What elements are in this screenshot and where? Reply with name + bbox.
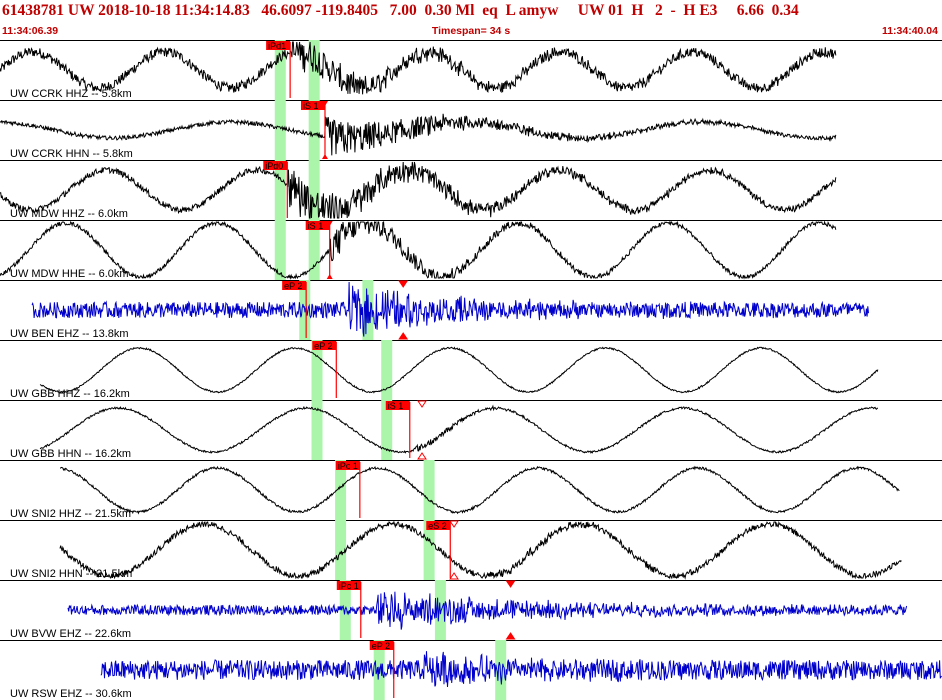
waveform <box>39 346 879 394</box>
pick-window-1 <box>381 340 393 400</box>
pick-label: iS 1 <box>388 401 404 411</box>
header: 61438781 UW 2018-10-18 11:34:14.83 46.60… <box>0 0 942 40</box>
waveform <box>0 220 837 280</box>
pick-flag[interactable] <box>300 101 325 110</box>
pick-window-1 <box>308 100 320 160</box>
pick-marker-bottom[interactable] <box>326 274 333 279</box>
trace-label: UW SNI2 HHZ -- 21.5km <box>10 508 131 520</box>
trace-label: UW BVW EHZ -- 22.6km <box>10 628 131 640</box>
pick-marker-bottom[interactable] <box>398 332 409 340</box>
trace-label: UW GBB HHZ -- 16.2km <box>10 388 130 400</box>
trace-label: UW MDW HHE -- 6.0km <box>10 268 129 280</box>
pick-marker-top[interactable] <box>321 101 328 106</box>
trace-label: UW BEN EHZ -- 13.8km <box>10 328 129 340</box>
trace-label: UW SNI2 HHN -- 21.5km <box>10 568 132 580</box>
pick-flag[interactable] <box>426 521 451 530</box>
pick-flag[interactable] <box>336 581 361 590</box>
pick-window-1 <box>423 520 435 580</box>
trace-label: UW CCRK HHZ -- 5.8km <box>10 88 132 100</box>
pick-marker-top[interactable] <box>449 520 459 528</box>
trace-row-3[interactable]: iS 1 UW MDW HHE -- 6.0km <box>0 220 942 280</box>
trace-row-4[interactable]: eP 2 UW BEN EHZ -- 13.8km <box>0 280 942 340</box>
pick-label: eP 2 <box>372 641 390 651</box>
pick-marker-bottom[interactable] <box>321 154 328 159</box>
trace-row-8[interactable]: eS 2 UW SNI2 HHN -- 21.5km <box>0 520 942 580</box>
pick-marker-top[interactable] <box>417 400 427 408</box>
waveform <box>67 591 908 630</box>
waveform <box>0 113 837 156</box>
waveform <box>0 161 837 219</box>
waveform <box>100 651 942 688</box>
pick-window-0 <box>274 100 286 160</box>
pick-label: iPd1 <box>268 41 286 51</box>
pick-window-1 <box>308 220 320 280</box>
pick-marker-top[interactable] <box>398 280 409 288</box>
pick-label: iPc 1 <box>338 461 358 471</box>
trace-label: UW MDW HHZ -- 6.0km <box>10 208 128 220</box>
trace-label: UW CCRK HHN -- 5.8km <box>10 148 133 160</box>
pick-window-0 <box>311 340 323 400</box>
pick-marker-bottom[interactable] <box>417 452 427 460</box>
pick-flag[interactable] <box>266 41 291 50</box>
pick-label: iPc 1 <box>339 581 359 591</box>
trace-row-1[interactable]: iS 1 UW CCRK HHN -- 5.8km <box>0 100 942 160</box>
pick-window-1 <box>423 460 435 520</box>
trace-label: UW GBB HHN -- 16.2km <box>10 448 131 460</box>
pick-flag[interactable] <box>263 161 288 170</box>
pick-marker-top[interactable] <box>505 580 516 588</box>
pick-window-1 <box>308 160 320 220</box>
pick-window-0 <box>335 520 347 580</box>
pick-label: iS 1 <box>303 101 319 111</box>
pick-label: iPd0 <box>265 161 283 171</box>
waveform <box>39 404 879 454</box>
event-title: 61438781 UW 2018-10-18 11:34:14.83 46.60… <box>2 2 799 19</box>
pick-window-0 <box>311 400 323 460</box>
end-time-label: 11:34:40.04 <box>881 25 938 37</box>
waveform <box>59 520 902 580</box>
pick-label: eP 2 <box>314 341 332 351</box>
pick-window-0 <box>335 460 347 520</box>
pick-window-0 <box>274 40 286 100</box>
pick-label: eP 2 <box>284 281 302 291</box>
trace-row-0[interactable]: iPd1 UW CCRK HHZ -- 5.8km <box>0 40 942 100</box>
pick-window-0 <box>274 220 286 280</box>
waveform <box>31 281 869 337</box>
trace-row-9[interactable]: iPc 1 UW BVW EHZ -- 22.6km <box>0 580 942 640</box>
pick-window-0 <box>274 160 286 220</box>
pick-window-1 <box>308 40 320 100</box>
pick-flag[interactable] <box>282 281 307 290</box>
timespan-label: Timespan= 34 s <box>431 25 511 37</box>
pick-marker-bottom[interactable] <box>449 572 459 580</box>
trace-row-7[interactable]: iPc 1 UW SNI2 HHZ -- 21.5km <box>0 460 942 520</box>
pick-marker-top[interactable] <box>326 221 333 226</box>
trace-row-2[interactable]: iPd0 UW MDW HHZ -- 6.0km <box>0 160 942 220</box>
pick-flag[interactable] <box>369 641 394 650</box>
trace-label: UW RSW EHZ -- 30.6km <box>10 688 132 700</box>
pick-label: iS 1 <box>308 221 324 231</box>
pick-label: eS 2 <box>428 521 447 531</box>
pick-marker-bottom[interactable] <box>505 632 516 640</box>
pick-flag[interactable] <box>335 461 360 470</box>
pick-flag[interactable] <box>385 401 410 410</box>
trace-row-5[interactable]: eP 2 UW GBB HHZ -- 16.2km <box>0 340 942 400</box>
pick-flag[interactable] <box>312 341 337 350</box>
pick-flag[interactable] <box>305 221 330 230</box>
trace-row-10[interactable]: eP 2 UW RSW EHZ -- 30.6km <box>0 640 942 700</box>
pick-window-1 <box>381 400 393 460</box>
waveform <box>0 41 837 95</box>
start-time-label: 11:34:06.39 <box>2 25 59 37</box>
waveform <box>60 465 900 515</box>
trace-row-6[interactable]: iS 1 UW GBB HHN -- 16.2km <box>0 400 942 460</box>
